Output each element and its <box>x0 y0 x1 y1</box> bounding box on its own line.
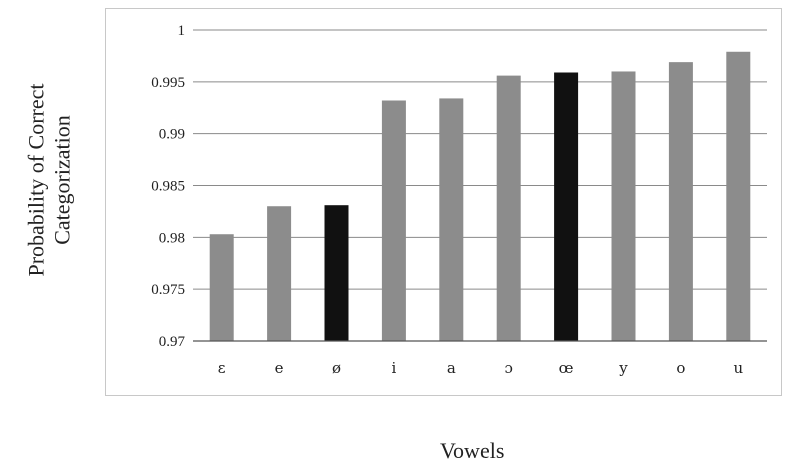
x-tick-label: œ <box>559 359 574 377</box>
y-axis-label-line-1: Probability of Correct <box>24 83 50 277</box>
bar <box>611 71 636 341</box>
bar <box>324 205 349 341</box>
bar <box>439 98 464 341</box>
bar <box>726 51 751 342</box>
y-tick-label: 0.99 <box>159 127 185 143</box>
bar <box>209 234 234 341</box>
bar <box>381 100 406 341</box>
y-tick-label: 0.995 <box>151 75 185 91</box>
x-tick-label: y <box>618 359 628 377</box>
x-tick-label: i <box>391 359 396 377</box>
x-tick-label: ɔ <box>504 359 512 377</box>
x-axis-label: Vowels <box>440 438 505 463</box>
y-tick-label: 0.985 <box>151 179 185 195</box>
bar <box>267 206 292 341</box>
bar <box>668 62 693 342</box>
y-axis-label-line-2: Categorization <box>50 115 76 245</box>
x-tick-label: a <box>447 359 456 377</box>
x-tick-label: ɛ <box>218 359 226 377</box>
x-tick-label: ø <box>332 359 341 377</box>
x-tick-label: u <box>733 359 743 377</box>
y-axis-label: Probability of Correct Categorization <box>5 40 95 320</box>
y-tick-label: 0.975 <box>151 282 185 298</box>
x-tick-label: o <box>676 359 685 377</box>
y-tick-label: 1 <box>178 23 186 39</box>
bar <box>496 75 521 341</box>
x-tick-label: e <box>275 359 284 377</box>
y-tick-label: 0.98 <box>159 230 185 246</box>
bar <box>554 72 579 342</box>
y-tick-label: 0.97 <box>159 334 186 350</box>
